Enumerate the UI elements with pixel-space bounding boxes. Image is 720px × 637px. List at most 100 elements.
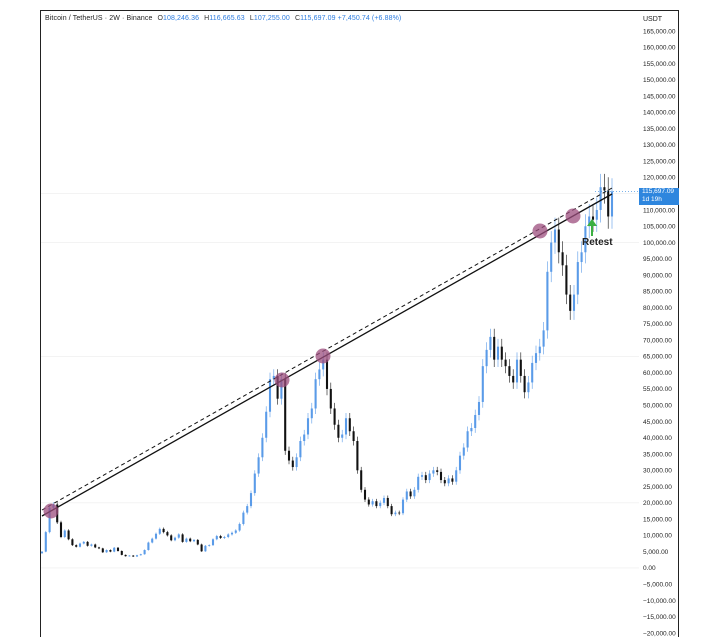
candle-body <box>439 471 443 481</box>
y-tick-label: 15,000.00 <box>643 516 672 523</box>
candle-body <box>409 491 412 497</box>
y-tick-label: 150,000.00 <box>643 77 676 84</box>
candle-body <box>542 330 545 347</box>
candle-body <box>348 418 351 432</box>
y-tick-label: 50,000.00 <box>643 403 672 410</box>
candle-body <box>318 369 321 380</box>
touch-marker <box>315 348 331 364</box>
candle-body <box>519 359 522 376</box>
candle-body <box>455 470 458 482</box>
candle-body <box>44 532 47 552</box>
candle-body <box>128 555 131 557</box>
candle-body <box>177 534 180 538</box>
candle-body <box>268 379 272 412</box>
candle-body <box>550 242 553 272</box>
candle-body <box>295 457 298 468</box>
y-tick-label: 120,000.00 <box>643 175 676 182</box>
y-tick-label: 135,000.00 <box>643 126 676 133</box>
candle-body <box>474 414 477 428</box>
y-tick-label: 60,000.00 <box>643 370 672 377</box>
candle-body <box>508 366 511 376</box>
candle-body <box>227 534 230 538</box>
candle-body <box>189 538 192 542</box>
candle-body <box>200 544 203 552</box>
candle-body <box>477 401 481 415</box>
candle-body <box>139 554 142 556</box>
candle-body <box>249 493 253 507</box>
candle-body <box>265 411 268 438</box>
candle-body <box>595 209 598 220</box>
candle-body <box>553 229 557 243</box>
symbol-name[interactable]: Bitcoin / TetherUS · 2W · Binance <box>45 15 153 22</box>
candle-body <box>405 491 408 500</box>
candle-body <box>401 499 405 514</box>
candle-body <box>71 539 74 546</box>
candle-body <box>48 507 51 533</box>
candle-body <box>352 431 355 442</box>
candle-body <box>185 538 188 542</box>
candle-body <box>420 475 424 477</box>
y-tick-label: 160,000.00 <box>643 45 676 52</box>
trendline-dashed <box>41 187 613 511</box>
candle-body <box>192 539 196 542</box>
candle-body <box>447 478 450 484</box>
candle-body <box>561 252 564 266</box>
candle-body <box>390 506 393 515</box>
candle-body <box>257 457 260 474</box>
touch-marker <box>43 503 59 519</box>
candle-body <box>481 366 484 402</box>
y-tick-label: −20,000.00 <box>643 630 676 637</box>
candle-body <box>424 475 427 481</box>
y-tick-label: 30,000.00 <box>643 468 672 475</box>
retest-annotation: Retest <box>582 237 613 248</box>
candle-body <box>170 535 173 541</box>
candle-body <box>493 336 496 360</box>
candle-body <box>246 506 249 513</box>
change-value: +7,450.74 (+6.88%) <box>337 15 402 22</box>
candle-body <box>417 476 420 490</box>
candle-body <box>413 489 416 497</box>
candle-body <box>337 424 340 438</box>
candle-body <box>485 349 488 367</box>
candle-body <box>116 547 120 551</box>
candle-body <box>534 353 538 363</box>
candle-body <box>204 545 207 552</box>
candle-body <box>341 434 344 438</box>
candle-body <box>382 497 386 503</box>
candle-body <box>109 550 112 552</box>
candle-body <box>386 497 389 507</box>
candle-body <box>59 522 63 538</box>
last-price-tag: 115,697.09 1d 19h <box>639 188 679 205</box>
candle-body <box>489 336 492 350</box>
candle-body <box>580 252 583 263</box>
candle-body <box>306 418 310 435</box>
candle-body <box>234 530 237 533</box>
candle-body <box>557 229 560 253</box>
candle-body <box>105 550 108 553</box>
y-tick-label: 90,000.00 <box>643 272 672 279</box>
candle-body <box>173 537 177 541</box>
candle-body <box>215 536 218 540</box>
candle-body <box>154 533 158 539</box>
y-tick-label: 130,000.00 <box>643 142 676 149</box>
candle-body <box>379 502 382 507</box>
y-tick-label: 45,000.00 <box>643 419 672 426</box>
candle-body <box>569 294 572 311</box>
candle-body <box>287 450 291 461</box>
candle-body <box>576 262 579 295</box>
candle-body <box>75 545 78 547</box>
candle-body <box>151 538 154 543</box>
candle-body <box>82 541 85 544</box>
candle-body <box>462 447 465 456</box>
candle-body <box>504 359 507 367</box>
candle-body <box>512 375 515 383</box>
y-tick-label: −15,000.00 <box>643 614 676 621</box>
y-tick-label: 80,000.00 <box>643 305 672 312</box>
y-tick-label: 95,000.00 <box>643 256 672 263</box>
y-tick-label: 125,000.00 <box>643 158 676 165</box>
currency-label[interactable]: USDT <box>643 16 663 23</box>
y-tick-label: 40,000.00 <box>643 435 672 442</box>
y-tick-label: 145,000.00 <box>643 93 676 100</box>
candle-body <box>63 530 66 538</box>
